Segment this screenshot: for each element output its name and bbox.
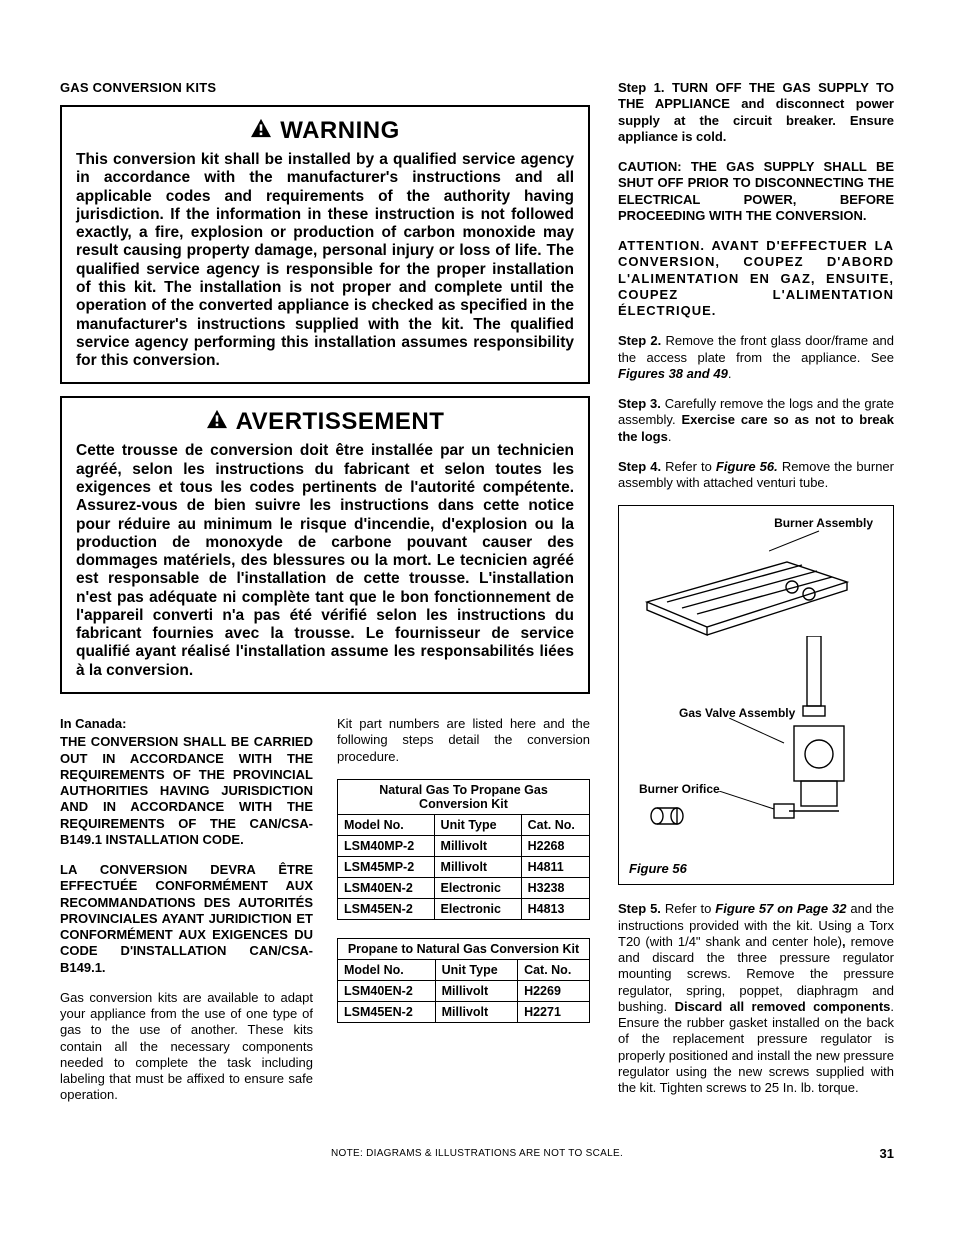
table1-title: Natural Gas To Propane Gas Conversion Ki… [338, 779, 590, 814]
table2-col1: Unit Type [435, 959, 517, 980]
lower-columns: In Canada: THE CONVERSION SHALL BE CARRI… [60, 716, 590, 1118]
step5-bold1: , [842, 934, 846, 949]
step3-label: Step 3. [618, 396, 661, 411]
warning-body-en: This conversion kit shall be installed b… [76, 151, 574, 370]
fig-label-orifice: Burner Orifice [639, 782, 720, 796]
table-propane-to-nat: Propane to Natural Gas Conversion Kit Mo… [337, 938, 590, 1023]
cell: LSM45MP-2 [338, 856, 435, 877]
cell: Millivolt [434, 856, 521, 877]
cell: Millivolt [434, 835, 521, 856]
step-1: Step 1. TURN OFF THE GAS SUPPLY TO THE A… [618, 80, 894, 145]
leader-line-icon [729, 718, 789, 748]
orifice-icon [647, 806, 687, 826]
table2-col0: Model No. [338, 959, 436, 980]
warning-icon [206, 408, 228, 436]
cell: Millivolt [435, 1001, 517, 1022]
table-row: LSM45EN-2 Millivolt H2271 [338, 1001, 590, 1022]
table-row: LSM40MP-2 Millivolt H2268 [338, 835, 590, 856]
figure-56: Burner Assembly Gas Valve Assembly Burne… [618, 505, 894, 885]
warning-body-fr: Cette trousse de conversion doit être in… [76, 442, 574, 680]
table2-col2: Cat. No. [518, 959, 590, 980]
step5-body-a: Refer to [665, 901, 715, 916]
lower-left-column: In Canada: THE CONVERSION SHALL BE CARRI… [60, 716, 313, 1118]
canada-en: THE CONVERSION SHALL BE CARRIED OUT IN A… [60, 734, 313, 848]
page-footer: NOTE: DIAGRAMS & ILLUSTRATIONS ARE NOT T… [60, 1148, 894, 1159]
page-content: GAS CONVERSION KITS WARNING This convers… [60, 80, 894, 1118]
step2-ref: Figures 38 and 49 [618, 366, 728, 381]
footer-note: NOTE: DIAGRAMS & ILLUSTRATIONS ARE NOT T… [331, 1148, 623, 1159]
gas-kits-para: Gas conversion kits are available to ada… [60, 990, 313, 1104]
cell: H2268 [521, 835, 589, 856]
right-column: Step 1. TURN OFF THE GAS SUPPLY TO THE A… [618, 80, 894, 1118]
table-row: LSM40EN-2 Millivolt H2269 [338, 980, 590, 1001]
warning-heading-en-text: WARNING [280, 117, 400, 145]
leader-line-icon [769, 526, 839, 556]
step5-label: Step 5. [618, 901, 661, 916]
cell: LSM40MP-2 [338, 835, 435, 856]
cell: LSM45EN-2 [338, 898, 435, 919]
table-nat-to-propane: Natural Gas To Propane Gas Conversion Ki… [337, 779, 590, 920]
step3-body-b: . [668, 429, 672, 444]
caution-en: CAUTION: THE GAS SUPPLY SHALL BE SHUT OF… [618, 159, 894, 224]
table-row: LSM45MP-2 Millivolt H4811 [338, 856, 590, 877]
cell: LSM45EN-2 [338, 1001, 436, 1022]
cell: H4813 [521, 898, 589, 919]
warning-box-fr: AVERTISSEMENT Cette trousse de conversio… [60, 396, 590, 694]
cell: LSM40EN-2 [338, 877, 435, 898]
warning-heading-fr: AVERTISSEMENT [76, 408, 574, 436]
cell: H3238 [521, 877, 589, 898]
page-number: 31 [880, 1146, 894, 1161]
caution-fr: ATTENTION. AVANT D'EFFECTUER LA CONVERSI… [618, 238, 894, 319]
warning-box-en: WARNING This conversion kit shall be ins… [60, 105, 590, 384]
table-row: LSM45EN-2 Electronic H4813 [338, 898, 590, 919]
step-4: Step 4. Refer to Figure 56. Remove the b… [618, 459, 894, 492]
cell: H4811 [521, 856, 589, 877]
step4-label: Step 4. [618, 459, 661, 474]
table1-col0: Model No. [338, 814, 435, 835]
canada-fr: LA CONVERSION DEVRA ÊTRE EFFECTUÉE CONFO… [60, 862, 313, 976]
leader-line-icon [719, 791, 779, 816]
warning-heading-en: WARNING [76, 117, 574, 145]
left-column: GAS CONVERSION KITS WARNING This convers… [60, 80, 590, 1118]
step-5: Step 5. Refer to Figure 57 on Page 32 an… [618, 901, 894, 1096]
step-2: Step 2. Remove the front glass door/fram… [618, 333, 894, 382]
table-row: LSM40EN-2 Electronic H3238 [338, 877, 590, 898]
step2-label: Step 2. [618, 333, 661, 348]
table1-col1: Unit Type [434, 814, 521, 835]
step4-ref: Figure 56. [716, 459, 778, 474]
step5-ref: Figure 57 on Page 32 [715, 901, 846, 916]
table1-col2: Cat. No. [521, 814, 589, 835]
canada-label: In Canada: [60, 716, 313, 732]
cell: LSM40EN-2 [338, 980, 436, 1001]
step5-bold2: Discard all removed components [675, 999, 891, 1014]
cell: Electronic [434, 898, 521, 919]
table2-title: Propane to Natural Gas Conversion Kit [338, 938, 590, 959]
fig-caption: Figure 56 [629, 861, 687, 876]
step2-body-b: . [728, 366, 732, 381]
cell: H2271 [518, 1001, 590, 1022]
cell: Millivolt [435, 980, 517, 1001]
step-3: Step 3. Carefully remove the logs and th… [618, 396, 894, 445]
cell: H2269 [518, 980, 590, 1001]
lower-right-column: Kit part numbers are listed here and the… [337, 716, 590, 1118]
step4-body-a: Refer to [665, 459, 716, 474]
kit-intro: Kit part numbers are listed here and the… [337, 716, 590, 765]
cell: Electronic [434, 877, 521, 898]
section-title: GAS CONVERSION KITS [60, 80, 590, 95]
step1-label: Step 1. [618, 80, 664, 95]
warning-icon [250, 117, 272, 145]
warning-heading-fr-text: AVERTISSEMENT [236, 408, 445, 436]
